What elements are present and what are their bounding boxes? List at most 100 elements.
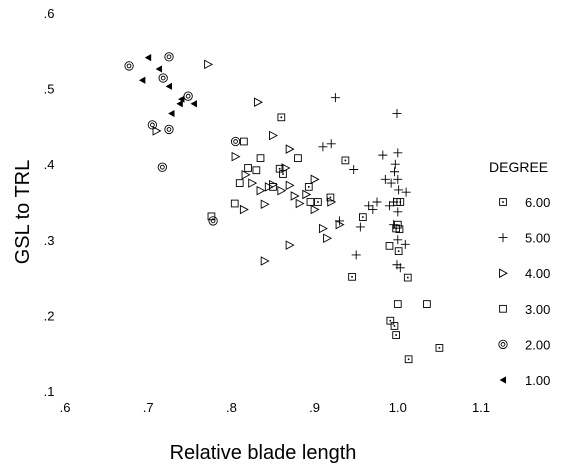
data-point xyxy=(378,150,388,160)
data-point xyxy=(164,52,174,62)
y-tick-label: .3 xyxy=(44,233,55,248)
data-point xyxy=(384,201,394,211)
x-tick-label: 1.0 xyxy=(389,400,407,415)
data-point xyxy=(380,174,390,184)
data-point xyxy=(285,180,295,191)
data-point xyxy=(241,170,251,180)
data-point xyxy=(390,322,399,330)
data-point xyxy=(394,185,404,195)
data-point xyxy=(393,148,403,158)
data-point xyxy=(310,204,320,215)
data-point xyxy=(144,54,152,62)
data-point xyxy=(310,174,320,185)
data-point xyxy=(355,222,365,232)
x-tick-label: .7 xyxy=(143,400,154,415)
x-axis-title: Relative blade length xyxy=(170,442,357,464)
legend-item: 5.00 xyxy=(498,231,550,246)
data-point xyxy=(302,189,312,200)
data-point xyxy=(389,220,399,230)
legend-label: 6.00 xyxy=(525,195,550,210)
data-point xyxy=(248,178,258,188)
data-point xyxy=(240,137,248,146)
data-point xyxy=(254,97,263,107)
x-tick-label: .8 xyxy=(226,400,237,415)
data-point xyxy=(404,355,413,364)
legend-item: 3.00 xyxy=(499,302,550,317)
data-point xyxy=(392,331,400,339)
data-point xyxy=(231,151,241,162)
legend-item: 4.00 xyxy=(499,266,550,281)
data-point xyxy=(252,166,261,175)
data-point xyxy=(152,126,162,136)
data-point xyxy=(351,250,361,260)
data-point xyxy=(230,199,239,208)
x-axis-ticks: .6 .7 .8 .9 1.0 1.1 xyxy=(60,400,490,415)
data-point xyxy=(239,204,249,215)
data-point xyxy=(304,183,313,191)
data-point xyxy=(285,240,295,250)
data-point xyxy=(389,167,399,177)
legend-label: 5.00 xyxy=(525,231,550,246)
data-point xyxy=(359,213,367,221)
data-point xyxy=(318,142,328,152)
data-point xyxy=(326,139,336,149)
data-point xyxy=(403,273,412,282)
y-tick-label: .1 xyxy=(44,384,55,399)
legend-item: 1.00 xyxy=(499,373,550,388)
data-point xyxy=(341,156,350,165)
data-point xyxy=(256,154,265,163)
data-point xyxy=(164,124,174,135)
y-axis-title: GSL to TRL xyxy=(12,160,34,265)
data-point xyxy=(178,95,185,103)
data-point xyxy=(393,300,402,308)
data-point xyxy=(290,191,300,201)
data-point xyxy=(124,61,134,71)
legend-item: 2.00 xyxy=(498,337,550,352)
data-point xyxy=(395,263,405,273)
y-axis-ticks: .6 .5 .4 .3 .2 .1 xyxy=(44,6,55,399)
data-point xyxy=(368,205,378,215)
legend-label: 1.00 xyxy=(525,373,550,388)
data-point xyxy=(230,136,241,147)
legend-marker xyxy=(498,233,508,243)
legend-title: DEGREE xyxy=(489,159,548,175)
data-point xyxy=(393,235,403,245)
data-point xyxy=(157,162,167,172)
y-tick-label: .6 xyxy=(44,6,55,21)
legend-label: 3.00 xyxy=(525,302,550,317)
data-point xyxy=(318,223,328,234)
data-point xyxy=(401,187,411,197)
y-tick-label: .4 xyxy=(44,157,55,172)
data-point xyxy=(372,197,382,207)
data-point xyxy=(155,65,163,73)
data-point xyxy=(386,178,396,188)
legend-marker xyxy=(498,339,508,350)
data-point xyxy=(330,93,340,103)
data-point xyxy=(327,197,337,207)
data-point xyxy=(281,163,291,173)
data-point xyxy=(260,256,270,266)
data-point xyxy=(138,76,146,84)
data-point xyxy=(165,82,172,90)
legend-marker xyxy=(499,304,507,313)
data-point xyxy=(306,198,315,206)
data-point xyxy=(269,179,278,190)
data-points xyxy=(124,52,444,364)
data-point xyxy=(390,159,400,169)
legend-marker xyxy=(499,268,508,278)
data-point xyxy=(364,201,374,211)
data-point xyxy=(277,185,287,196)
data-point xyxy=(393,174,403,184)
data-point xyxy=(190,100,197,108)
y-tick-label: .5 xyxy=(44,82,55,97)
data-point xyxy=(260,199,270,210)
data-point xyxy=(294,154,302,163)
x-tick-label: 1.1 xyxy=(472,400,490,415)
data-point xyxy=(158,73,168,83)
legend-marker xyxy=(499,198,507,206)
data-point xyxy=(244,164,252,172)
data-point xyxy=(204,59,214,70)
legend-item: 6.00 xyxy=(499,195,550,210)
data-point xyxy=(269,183,277,191)
